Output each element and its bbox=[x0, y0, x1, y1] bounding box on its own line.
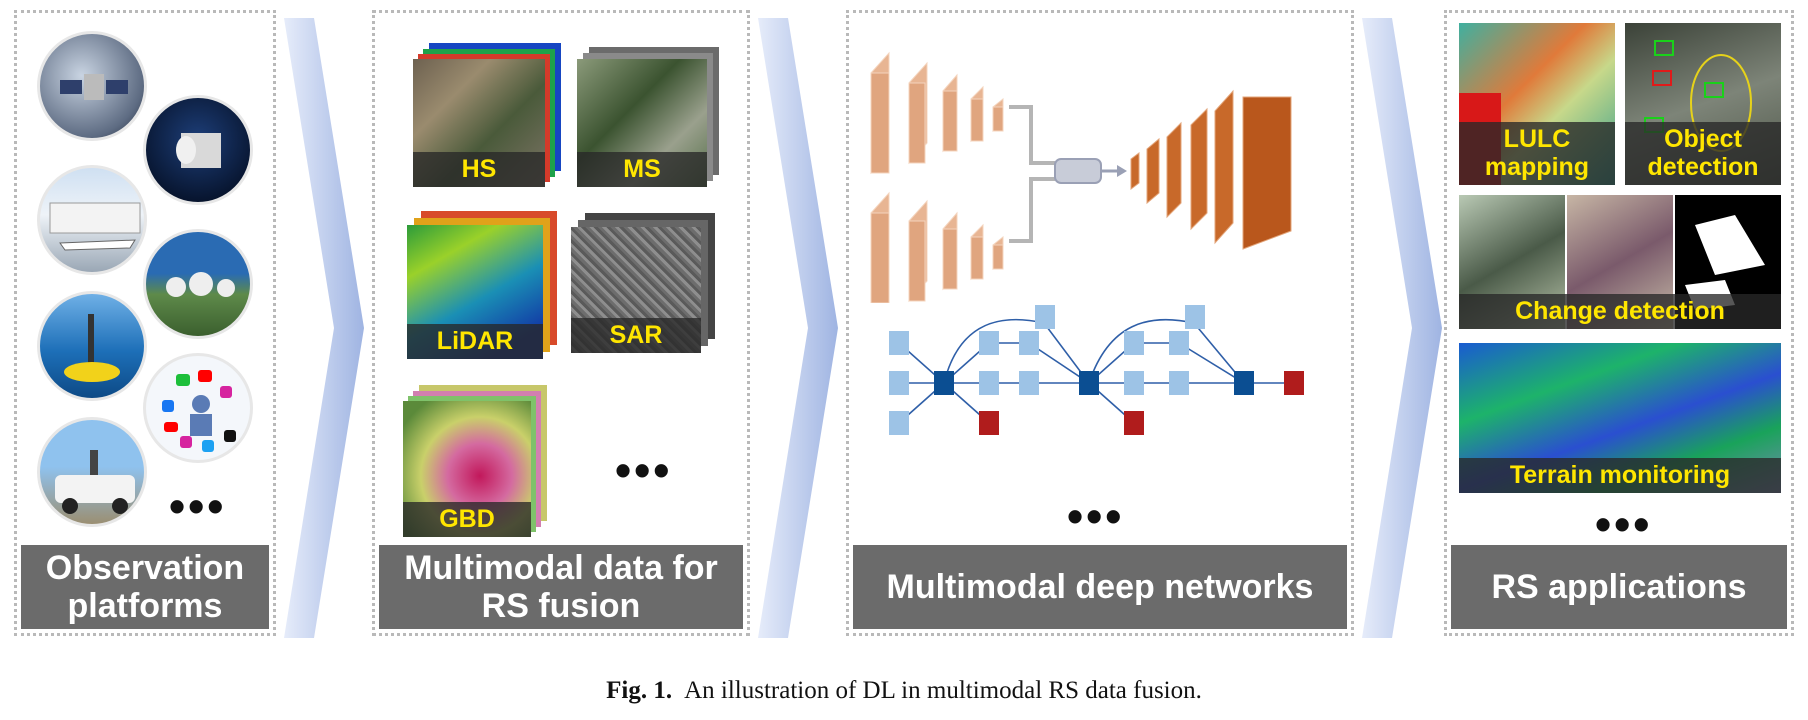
tile-lulc-label: LULC mapping bbox=[1459, 122, 1615, 185]
fusion-block bbox=[1054, 158, 1102, 184]
panel-observation-platforms: ••• Observation platforms bbox=[14, 10, 276, 636]
decoder-stack bbox=[1130, 89, 1292, 250]
graph-network-diagram bbox=[889, 305, 1304, 435]
panel-deep-networks: ••• Multimodal deep networks bbox=[846, 10, 1354, 636]
encoder-stack-bottom bbox=[870, 191, 1004, 303]
more-networks-ellipsis: ••• bbox=[1067, 490, 1125, 542]
satellite-image-2 bbox=[143, 95, 253, 205]
tile-ms: MS bbox=[577, 47, 719, 187]
tile-object-detection-label: Object detection bbox=[1625, 122, 1781, 185]
tile-gbd: GBD bbox=[403, 385, 547, 537]
more-platforms-ellipsis: ••• bbox=[169, 480, 227, 532]
tile-ms-label: MS bbox=[577, 151, 707, 187]
figure-caption-label: Fig. 1. bbox=[606, 677, 673, 704]
panel-title-networks: Multimodal deep networks bbox=[853, 545, 1347, 629]
tile-lidar: LiDAR bbox=[407, 211, 557, 359]
street-view-car-image bbox=[37, 417, 147, 527]
tile-lulc-mapping: LULC mapping bbox=[1459, 23, 1615, 185]
social-media-image bbox=[143, 353, 253, 463]
satellite-image bbox=[37, 31, 147, 141]
aircraft-image bbox=[37, 165, 147, 275]
panel-title-applications: RS applications bbox=[1451, 545, 1787, 629]
more-applications-ellipsis: ••• bbox=[1595, 498, 1653, 550]
figure-caption-text: An illustration of DL in multimodal RS d… bbox=[684, 677, 1202, 704]
encoder-decoder-diagram bbox=[870, 51, 1292, 303]
encoder-stack-top bbox=[870, 51, 1004, 175]
tile-change-detection-label: Change detection bbox=[1459, 293, 1781, 329]
tile-gbd-label: GBD bbox=[403, 501, 531, 537]
panel-multimodal-data: HS MS LiDAR SAR GBD ••• Multimodal data … bbox=[372, 10, 750, 636]
buoy-image bbox=[37, 291, 147, 401]
tile-lidar-label: LiDAR bbox=[407, 323, 543, 359]
tile-hs: HS bbox=[413, 43, 561, 187]
flow-arrow-2 bbox=[758, 18, 838, 638]
flow-arrow-1 bbox=[284, 18, 364, 638]
tile-terrain-monitoring: Terrain monitoring bbox=[1459, 343, 1781, 493]
flow-arrow-3 bbox=[1362, 18, 1442, 638]
tile-hs-label: HS bbox=[413, 151, 545, 187]
figure-caption: Fig. 1. An illustration of DL in multimod… bbox=[0, 677, 1808, 705]
ground-station-image bbox=[143, 229, 253, 339]
panel-title-data: Multimodal data for RS fusion bbox=[379, 545, 743, 629]
tile-change-detection: Change detection bbox=[1459, 195, 1781, 329]
more-data-ellipsis: ••• bbox=[615, 444, 673, 496]
tile-sar-label: SAR bbox=[571, 317, 701, 353]
tile-sar: SAR bbox=[571, 213, 715, 353]
tile-terrain-monitoring-label: Terrain monitoring bbox=[1459, 457, 1781, 493]
panel-rs-applications: LULC mapping Object detection Change det… bbox=[1444, 10, 1794, 636]
tile-object-detection: Object detection bbox=[1625, 23, 1781, 185]
panel-title-platforms: Observation platforms bbox=[21, 545, 269, 629]
